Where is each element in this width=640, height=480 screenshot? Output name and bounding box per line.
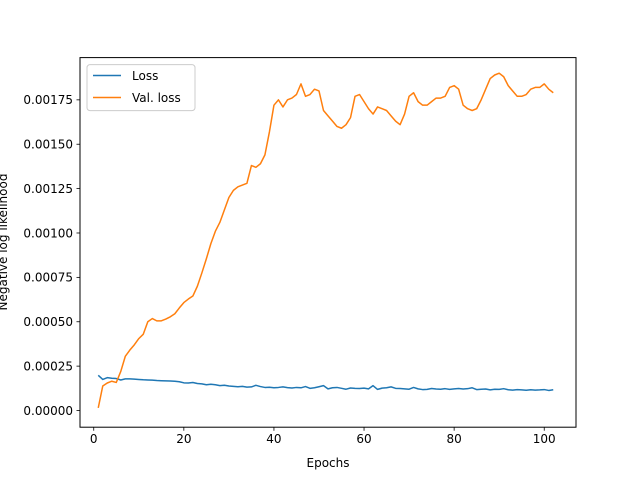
x-axis: 0 20 40 60 80 100 — [90, 427, 556, 446]
y-tick-label: 0.00125 — [23, 182, 73, 196]
x-axis-label: Epochs — [307, 456, 350, 470]
x-tick-label: 0 — [90, 432, 98, 446]
y-tick-label: 0.00025 — [23, 359, 73, 373]
y-tick-label: 0.00100 — [23, 226, 73, 240]
x-tick-label: 60 — [356, 432, 371, 446]
plot-lines — [97, 72, 554, 409]
legend-label-val-loss: Val. loss — [132, 91, 181, 105]
y-tick-label: 0.00150 — [23, 138, 73, 152]
legend: Loss Val. loss — [86, 64, 196, 112]
x-tick-label: 100 — [533, 432, 556, 446]
x-tick-label: 40 — [266, 432, 281, 446]
y-tick-label: 0.00050 — [23, 315, 73, 329]
legend-label-loss: Loss — [132, 69, 158, 83]
y-axis: 0.00000 0.00025 0.00050 0.00075 0.00100 0.001… — [23, 93, 80, 418]
series-line-loss — [97, 374, 554, 392]
y-axis-label: Negative log likelihood — [0, 174, 10, 311]
y-tick-label: 0.00175 — [23, 93, 73, 107]
y-tick-label: 0.00000 — [23, 404, 73, 418]
series-line-val-loss — [97, 72, 554, 409]
plot-frame — [79, 57, 577, 428]
y-tick-label: 0.00075 — [23, 271, 73, 285]
x-tick-label: 20 — [176, 432, 191, 446]
x-tick-label: 80 — [446, 432, 461, 446]
